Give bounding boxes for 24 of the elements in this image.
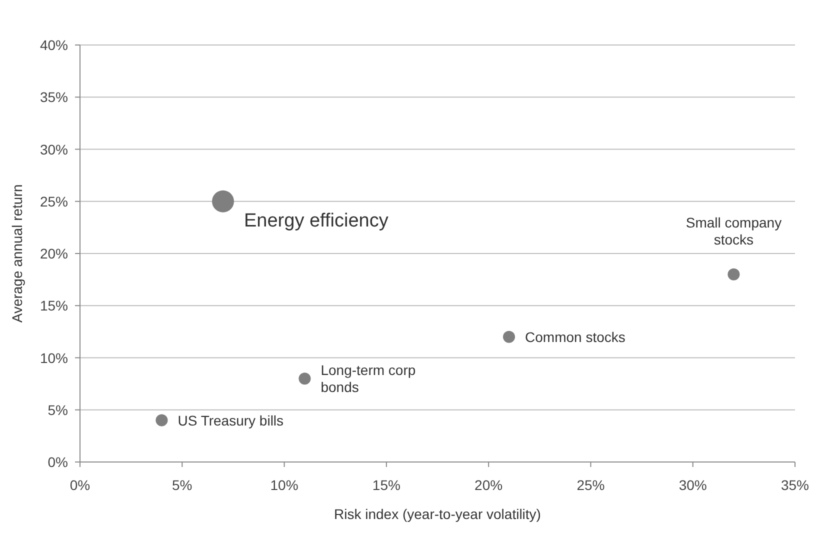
y-tick-label: 40% <box>40 37 68 53</box>
annotation: Energy efficiency <box>244 210 389 232</box>
y-tick-label: 10% <box>40 350 68 366</box>
annotation: Small company stocks <box>686 214 782 248</box>
x-tick-label: 20% <box>474 477 503 493</box>
y-tick-label: 20% <box>40 246 68 262</box>
y-tick-label: 25% <box>40 193 68 210</box>
y-tick-label: 5% <box>48 402 68 418</box>
x-tick-label: 30% <box>678 477 707 493</box>
x-tick-label: 10% <box>270 477 298 493</box>
y-tick-label: 0% <box>48 454 68 470</box>
y-tick-label: 35% <box>40 89 68 106</box>
x-axis-title: Risk index (year-to-year volatility) <box>334 506 541 522</box>
annotation: Long-term corp bonds <box>320 362 416 395</box>
y-tick-label: 30% <box>40 141 68 158</box>
x-tick-label: 35% <box>780 477 810 493</box>
y-tick-label: 15% <box>40 298 68 314</box>
annotation: Common stocks <box>525 328 626 345</box>
x-tick-label: 0% <box>70 477 90 493</box>
x-tick-label: 25% <box>576 477 605 493</box>
y-axis-title: Average annual return <box>9 184 25 323</box>
x-tick-label: 15% <box>372 477 400 493</box>
x-tick-label: 5% <box>172 477 192 493</box>
annotation: US Treasury bills <box>178 412 284 428</box>
